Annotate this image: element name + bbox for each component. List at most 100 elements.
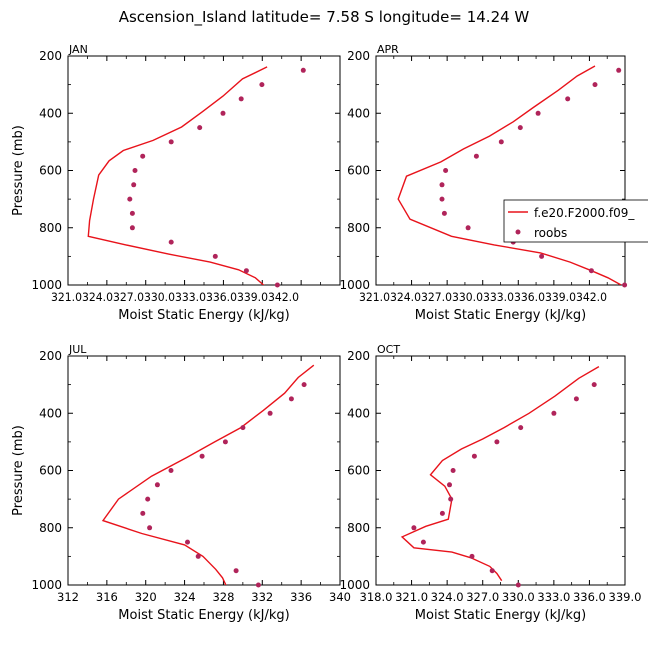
obs-point	[222, 439, 228, 445]
legend-obs-label: roobs	[534, 226, 567, 240]
y-tick-label: 1000	[339, 278, 370, 292]
plot-frame	[67, 355, 341, 586]
plot-frame	[67, 55, 341, 286]
obs-point	[233, 568, 239, 574]
x-tick-label: 340	[329, 590, 351, 604]
x-tick-label: 321.0	[395, 590, 428, 604]
obs-point	[267, 410, 273, 416]
obs-point	[588, 268, 594, 274]
obs-point	[288, 396, 294, 402]
x-tick-labels: 321.0324.0327.0330.0333.0336.0339.0342.0	[51, 290, 299, 304]
obs-point	[465, 225, 471, 231]
obs-point	[220, 110, 226, 116]
x-tick-label: 27.03	[428, 290, 459, 304]
x-tick-label: 24.03	[397, 290, 428, 304]
y-tick-label: 200	[347, 349, 370, 363]
panel-apr: APR 200 400 600 800 1000321.0324.0327.0330.03…	[339, 43, 628, 323]
y-tick-label: 600	[39, 464, 62, 478]
obs-point	[489, 568, 495, 574]
panel-jan: JAN 200 400 600 800 1000321.0324.0327.0330.03…	[11, 43, 341, 323]
legend-model-label: f.e20.F2000.f09_	[534, 206, 635, 220]
y-tick-label: 1000	[339, 578, 370, 592]
x-tick-label: 330.0	[502, 590, 535, 604]
x-tick-label: 33.03	[182, 290, 213, 304]
y-tick-label: 600	[39, 164, 62, 178]
y-tick-label: 400	[347, 406, 370, 420]
figure-title: Ascension_Island latitude= 7.58 S longit…	[119, 8, 530, 27]
y-tick-label: 600	[347, 464, 370, 478]
y-tick-label: 1000	[31, 578, 62, 592]
x-tick-label: 30.03	[151, 290, 182, 304]
model-profile-line	[397, 65, 622, 285]
x-tick-label: 36.03	[521, 290, 552, 304]
x-tick-label: 321.03	[51, 290, 89, 304]
obs-point	[447, 482, 452, 488]
obs-point	[450, 468, 456, 473]
obs-point	[591, 382, 597, 388]
panel-label: OCT	[377, 343, 400, 356]
obs-point	[140, 153, 146, 159]
x-tick-label: 333.0	[537, 590, 570, 604]
legend: f.e20.F2000.f09_ roobs	[503, 199, 648, 243]
x-tick-label: 39.03	[244, 290, 275, 304]
obs-point	[494, 439, 500, 445]
obs-point	[199, 453, 205, 459]
y-axis-label: Pressure (mb)	[11, 125, 26, 216]
obs-point	[168, 468, 174, 473]
obs-point	[498, 139, 504, 145]
obs-point	[129, 225, 135, 231]
y-tick-label: 800	[39, 521, 62, 535]
obs-point	[168, 239, 174, 245]
x-axis-label: Moist Static Energy (kJ/kg)	[415, 608, 586, 623]
y-tick-label: 400	[347, 106, 370, 120]
obs-point	[147, 525, 153, 531]
x-tick-label: 336.0	[573, 590, 606, 604]
obs-point	[469, 553, 475, 559]
obs-point	[471, 453, 477, 459]
x-axis-label: Moist Static Energy (kJ/kg)	[415, 308, 586, 323]
obs-point	[439, 182, 445, 188]
x-tick-labels: 321.0324.0327.0330.0333.0336.0339.0342.0	[359, 290, 607, 304]
obs-point	[243, 268, 249, 274]
x-tick-label: 336	[290, 590, 312, 604]
obs-point	[131, 182, 137, 188]
obs-point	[448, 496, 454, 502]
obs-point	[439, 510, 445, 516]
obs-point	[185, 539, 190, 545]
obs-point	[154, 482, 160, 488]
obs-point	[565, 96, 571, 102]
obs-point	[539, 253, 545, 259]
x-tick-label: 30.03	[459, 290, 490, 304]
obs-point	[535, 110, 541, 116]
obs-point	[517, 125, 523, 131]
obs-point	[420, 539, 426, 545]
x-tick-label: 324	[174, 590, 196, 604]
plot-frame	[375, 355, 626, 586]
y-tick-label: 200	[39, 49, 62, 63]
obs-point	[238, 96, 244, 102]
x-tick-label: 36.03	[213, 290, 244, 304]
x-tick-label: 324.0	[431, 590, 464, 604]
obs-point	[274, 282, 280, 288]
obs-point	[515, 582, 521, 588]
y-tick-label: 800	[39, 221, 62, 235]
x-tick-label: 339.0	[609, 590, 642, 604]
y-tick-label: 800	[347, 221, 370, 235]
x-tick-label: 24.03	[89, 290, 120, 304]
y-axis-label: Pressure (mb)	[11, 425, 26, 516]
x-tick-label: 42.0	[275, 290, 299, 304]
obs-point	[592, 82, 598, 88]
y-tick-label: 400	[39, 106, 62, 120]
obs-point	[616, 67, 622, 73]
obs-point	[300, 67, 306, 73]
x-axis-label: Moist Static Energy (kJ/kg)	[118, 308, 289, 323]
obs-point	[473, 153, 479, 159]
x-tick-label: 33.03	[490, 290, 521, 304]
obs-point	[443, 168, 449, 173]
obs-point	[197, 125, 203, 131]
obs-point	[301, 382, 307, 388]
y-tick-label: 200	[39, 349, 62, 363]
obs-point	[573, 396, 579, 402]
